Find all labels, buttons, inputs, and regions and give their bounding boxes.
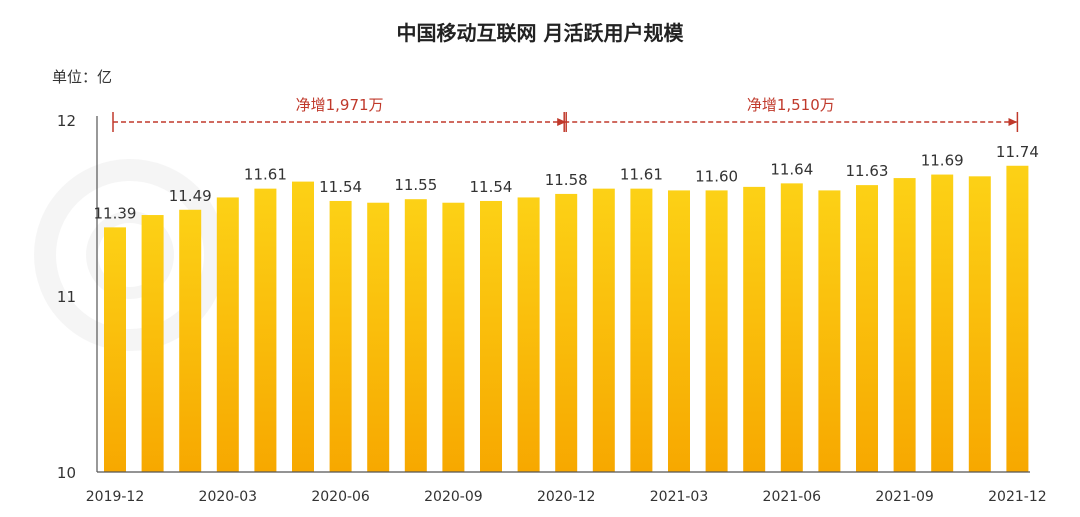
data-label: 11.58 <box>545 171 588 189</box>
data-label: 11.61 <box>244 166 287 184</box>
bar <box>893 178 916 472</box>
data-label: 11.54 <box>319 178 362 196</box>
x-tick-label: 2021-12 <box>988 489 1047 505</box>
bar <box>254 188 277 472</box>
bar <box>743 186 766 472</box>
data-label: 11.63 <box>846 162 889 180</box>
y-axis: 10 11 12 <box>57 112 98 482</box>
bar <box>367 202 390 472</box>
x-tick-label: 2021-03 <box>650 489 709 505</box>
data-labels: 11.39 11.49 11.61 11.54 11.55 11.54 11.58 11.61… <box>94 143 1039 223</box>
bar <box>292 181 314 472</box>
data-label: 11.64 <box>770 160 813 178</box>
data-label: 11.69 <box>921 152 964 170</box>
x-tick-label: 2020-06 <box>311 489 370 505</box>
annotation-label: 净增1,971万 <box>296 96 384 114</box>
data-label: 11.60 <box>695 167 738 185</box>
bar <box>818 190 841 472</box>
annotations: 净增1,971万 净增1,510万 <box>112 96 1019 132</box>
bar <box>104 227 126 472</box>
bar <box>705 190 728 472</box>
unit-label: 单位：亿 <box>52 68 112 86</box>
bar <box>856 185 878 472</box>
bar <box>630 188 653 472</box>
data-label: 11.61 <box>620 166 663 184</box>
data-label: 11.39 <box>94 204 137 222</box>
bar <box>404 199 427 472</box>
y-tick-label: 12 <box>57 112 76 130</box>
bar <box>668 190 690 472</box>
bar <box>216 197 239 472</box>
chart-title: 中国移动互联网 月活跃用户规模 <box>397 21 685 45</box>
x-tick-label: 2019-12 <box>86 489 145 505</box>
annotation-label: 净增1,510万 <box>747 96 835 114</box>
bar <box>968 176 991 472</box>
bar <box>555 193 578 473</box>
x-tick-label: 2020-03 <box>199 489 258 505</box>
x-axis: 2019-12 2020-03 2020-06 2020-09 2020-12 2021-… <box>86 471 1047 505</box>
bar <box>592 188 615 472</box>
bar <box>517 197 540 472</box>
bar <box>141 215 164 473</box>
y-tick-label: 11 <box>57 288 76 306</box>
data-label: 11.55 <box>394 176 437 194</box>
data-label: 11.54 <box>470 178 513 196</box>
x-tick-label: 2020-12 <box>537 489 596 505</box>
data-label: 11.74 <box>996 143 1039 161</box>
bar <box>480 200 502 472</box>
bars <box>104 165 1029 473</box>
bar <box>1006 165 1029 472</box>
data-label: 11.49 <box>169 187 212 205</box>
x-tick-label: 2021-09 <box>875 489 934 505</box>
watermark-ring <box>34 159 226 351</box>
x-tick-label: 2020-09 <box>424 489 483 505</box>
bar <box>442 202 465 472</box>
bar <box>179 209 202 472</box>
bar <box>780 183 803 473</box>
bar <box>329 200 352 472</box>
x-tick-label: 2021-06 <box>763 489 822 505</box>
y-tick-label: 10 <box>57 464 76 482</box>
bar <box>931 174 954 472</box>
